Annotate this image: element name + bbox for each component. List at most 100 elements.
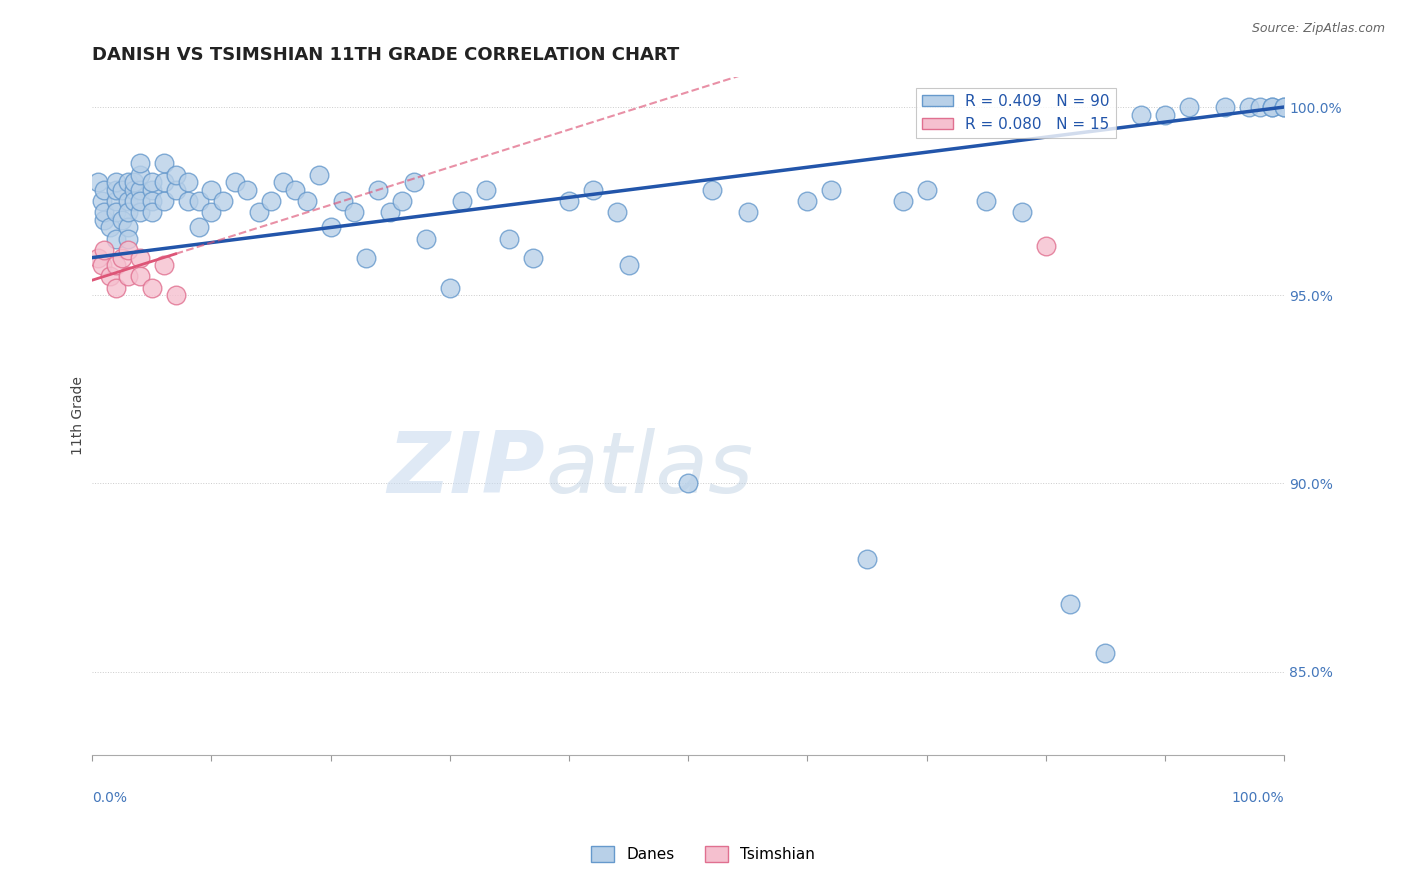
Point (105, 232, 128, 246)
Point (498, 232, 520, 246)
Point (128, 183, 150, 197)
Point (308, 168, 330, 182)
Point (415, 232, 437, 246)
Point (122, 194, 145, 208)
Point (152, 175, 174, 189)
Point (1154, 107, 1177, 121)
Point (141, 281, 163, 295)
Point (319, 220, 342, 235)
Point (582, 183, 605, 197)
Point (1011, 205, 1033, 219)
Point (117, 194, 139, 208)
Point (522, 251, 544, 265)
Point (332, 194, 354, 208)
Point (260, 194, 283, 208)
Point (236, 183, 259, 197)
Point (356, 251, 378, 265)
Point (111, 213, 134, 227)
Point (1035, 239, 1057, 253)
Point (105, 281, 128, 295)
Y-axis label: 11th Grade: 11th Grade (72, 376, 86, 455)
Point (141, 194, 163, 208)
Point (450, 194, 472, 208)
Point (117, 243, 139, 257)
Point (402, 175, 425, 189)
Point (820, 183, 842, 197)
Point (1249, 100, 1271, 114)
Point (796, 194, 818, 208)
Point (105, 183, 128, 197)
Point (200, 183, 222, 197)
Point (128, 194, 150, 208)
Point (295, 194, 318, 208)
Point (128, 168, 150, 182)
Point (105, 194, 128, 208)
Point (439, 281, 461, 295)
Text: 0.0%: 0.0% (93, 791, 127, 805)
Point (1272, 100, 1295, 114)
Point (87, 251, 110, 265)
Point (176, 194, 198, 208)
Point (90, 258, 112, 272)
Point (200, 205, 222, 219)
Point (247, 205, 270, 219)
Point (105, 258, 128, 272)
Text: Source: ZipAtlas.com: Source: ZipAtlas.com (1251, 22, 1385, 36)
Point (391, 194, 413, 208)
Point (606, 205, 628, 219)
Point (224, 175, 246, 189)
Point (117, 205, 139, 219)
Point (188, 220, 211, 235)
Point (93, 213, 115, 227)
Point (128, 205, 150, 219)
Point (284, 183, 307, 197)
Point (1094, 646, 1116, 660)
Point (737, 205, 759, 219)
Point (678, 476, 700, 491)
Point (117, 220, 139, 235)
Point (111, 251, 134, 265)
Point (87, 175, 110, 189)
Point (98, 269, 121, 284)
Point (343, 205, 366, 219)
Point (1261, 100, 1284, 114)
Point (1237, 100, 1260, 114)
Point (1178, 100, 1201, 114)
Point (90, 194, 112, 208)
Point (474, 183, 496, 197)
Point (141, 183, 163, 197)
Point (915, 183, 938, 197)
Point (1130, 107, 1153, 121)
Text: 100.0%: 100.0% (1232, 791, 1284, 805)
Point (271, 175, 294, 189)
Point (212, 194, 235, 208)
Point (122, 183, 145, 197)
Point (141, 175, 163, 189)
Point (152, 156, 174, 170)
Point (93, 183, 115, 197)
Point (152, 258, 174, 272)
Point (93, 205, 115, 219)
Point (165, 288, 187, 302)
Point (98, 220, 121, 235)
Point (105, 205, 128, 219)
Point (165, 183, 187, 197)
Point (380, 205, 402, 219)
Point (617, 258, 640, 272)
Legend: R = 0.409   N = 90, R = 0.080   N = 15: R = 0.409 N = 90, R = 0.080 N = 15 (917, 88, 1116, 137)
Point (1213, 100, 1236, 114)
Point (974, 194, 997, 208)
Point (122, 175, 145, 189)
Point (93, 243, 115, 257)
Point (891, 194, 914, 208)
Legend: Danes, Tsimshian: Danes, Tsimshian (585, 840, 821, 868)
Point (152, 194, 174, 208)
Point (165, 168, 187, 182)
Text: atlas: atlas (546, 428, 754, 511)
Point (176, 175, 198, 189)
Text: DANISH VS TSIMSHIAN 11TH GRADE CORRELATION CHART: DANISH VS TSIMSHIAN 11TH GRADE CORRELATI… (93, 46, 679, 64)
Point (128, 269, 150, 284)
Text: ZIP: ZIP (388, 428, 546, 511)
Point (188, 194, 211, 208)
Point (141, 205, 163, 219)
